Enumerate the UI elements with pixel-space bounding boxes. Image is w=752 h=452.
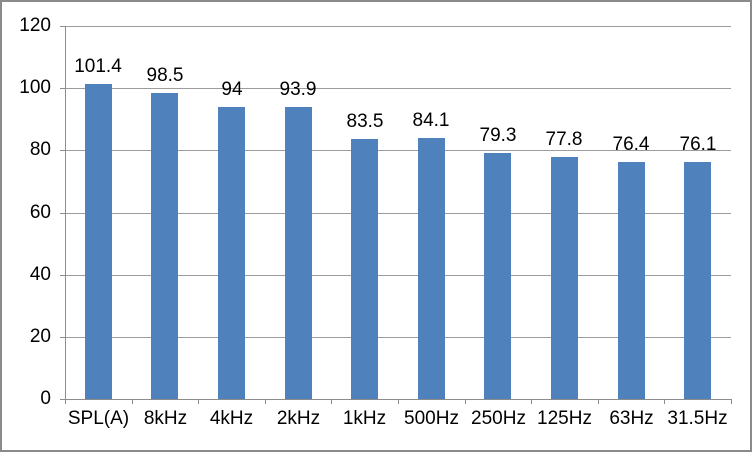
bar-4kHz bbox=[218, 107, 245, 399]
y-axis-tick-label: 20 bbox=[29, 326, 51, 347]
bar-63Hz bbox=[618, 162, 645, 399]
y-axis-tick bbox=[60, 150, 65, 151]
x-axis-tick bbox=[265, 399, 266, 404]
y-axis-tick bbox=[60, 399, 65, 400]
bar-250Hz bbox=[484, 153, 511, 399]
bar-2kHz bbox=[285, 107, 312, 399]
x-axis-tick bbox=[198, 399, 199, 404]
x-axis-category-label: 2kHz bbox=[276, 408, 321, 429]
x-axis-category-label: 125Hz bbox=[537, 408, 592, 429]
gridline-60 bbox=[65, 213, 731, 214]
gridline-100 bbox=[65, 88, 731, 89]
bar-value-label: 83.5 bbox=[346, 111, 384, 132]
bar-value-label: 84.1 bbox=[412, 110, 450, 131]
bar-value-label: 79.3 bbox=[479, 125, 517, 146]
bar-value-label: 98.5 bbox=[146, 65, 184, 86]
y-axis-tick-label: 60 bbox=[29, 202, 51, 223]
bar-8kHz bbox=[151, 93, 178, 399]
x-axis-tick bbox=[331, 399, 332, 404]
y-axis-line bbox=[65, 26, 66, 399]
x-axis-tick bbox=[398, 399, 399, 404]
y-axis-tick-label: 40 bbox=[29, 264, 51, 285]
x-axis-tick bbox=[664, 399, 665, 404]
bar-value-label: 77.8 bbox=[545, 129, 583, 150]
bar-SPL(A) bbox=[85, 84, 112, 399]
bar-value-label: 94 bbox=[221, 79, 243, 100]
y-axis-tick-label: 0 bbox=[40, 388, 51, 409]
y-axis-tick-label: 100 bbox=[19, 77, 51, 98]
y-axis-tick bbox=[60, 213, 65, 214]
gridline-20 bbox=[65, 337, 731, 338]
y-axis-tick bbox=[60, 88, 65, 89]
bar-value-label: 76.1 bbox=[679, 134, 717, 155]
gridline-80 bbox=[65, 150, 731, 151]
x-axis-tick bbox=[598, 399, 599, 404]
y-axis-tick-label: 120 bbox=[19, 15, 51, 36]
x-axis-tick bbox=[531, 399, 532, 404]
bar-500Hz bbox=[418, 138, 445, 399]
x-axis-category-label: 500Hz bbox=[404, 408, 459, 429]
x-axis-tick bbox=[731, 399, 732, 404]
x-axis-tick bbox=[465, 399, 466, 404]
x-axis-tick bbox=[132, 399, 133, 404]
y-axis-tick bbox=[60, 275, 65, 276]
gridline-40 bbox=[65, 275, 731, 276]
bar-value-label: 76.4 bbox=[612, 134, 650, 155]
x-axis-category-label: 63Hz bbox=[609, 408, 654, 429]
x-axis-category-label: 31.5Hz bbox=[667, 408, 728, 429]
bar-value-label: 93.9 bbox=[279, 79, 317, 100]
y-axis-tick bbox=[60, 337, 65, 338]
x-axis-category-label: 8kHz bbox=[143, 408, 188, 429]
bar-31.5Hz bbox=[684, 162, 711, 399]
x-axis-tick bbox=[65, 399, 66, 404]
y-axis-tick bbox=[60, 26, 65, 27]
bar-125Hz bbox=[551, 157, 578, 399]
x-axis-category-label: 250Hz bbox=[471, 408, 526, 429]
gridline-120 bbox=[65, 26, 731, 27]
x-axis-category-label: 1kHz bbox=[342, 408, 387, 429]
y-axis-tick-label: 80 bbox=[29, 139, 51, 160]
bar-value-label: 101.4 bbox=[74, 56, 122, 77]
x-axis-category-label: SPL(A) bbox=[67, 408, 130, 429]
x-axis-category-label: 4kHz bbox=[209, 408, 254, 429]
bar-1kHz bbox=[351, 139, 378, 399]
